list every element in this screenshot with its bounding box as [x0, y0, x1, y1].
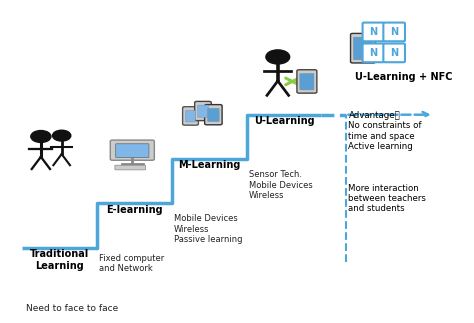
Text: M-Learning: M-Learning: [178, 160, 240, 170]
FancyBboxPatch shape: [110, 140, 155, 160]
FancyBboxPatch shape: [195, 101, 211, 120]
FancyBboxPatch shape: [116, 144, 149, 158]
FancyBboxPatch shape: [300, 73, 314, 90]
FancyBboxPatch shape: [363, 44, 384, 62]
FancyBboxPatch shape: [363, 23, 384, 41]
FancyBboxPatch shape: [185, 110, 195, 122]
Text: N: N: [390, 48, 398, 58]
Text: N: N: [369, 48, 377, 58]
Text: Mobile Devices
Wireless
Passive learning: Mobile Devices Wireless Passive learning: [174, 214, 242, 244]
Text: Need to face to face: Need to face to face: [27, 304, 118, 313]
FancyBboxPatch shape: [354, 37, 373, 60]
Text: E-learning: E-learning: [106, 204, 163, 214]
Text: Traditional
Learning: Traditional Learning: [30, 249, 89, 271]
FancyBboxPatch shape: [115, 165, 146, 170]
Text: More interaction
between teachers
and students: More interaction between teachers and st…: [348, 184, 426, 214]
Circle shape: [266, 50, 290, 64]
Text: Fixed computer
and Network: Fixed computer and Network: [99, 254, 164, 273]
FancyBboxPatch shape: [383, 23, 405, 41]
Text: Sensor Tech.
Mobile Devices
Wireless: Sensor Tech. Mobile Devices Wireless: [249, 170, 312, 200]
Text: N: N: [369, 27, 377, 37]
Circle shape: [53, 130, 71, 141]
FancyBboxPatch shape: [297, 70, 317, 93]
FancyBboxPatch shape: [351, 33, 375, 63]
Text: U-Learning + NFC: U-Learning + NFC: [355, 72, 452, 82]
FancyBboxPatch shape: [182, 107, 199, 125]
FancyBboxPatch shape: [198, 105, 209, 117]
Text: U-Learning: U-Learning: [254, 116, 314, 126]
Text: N: N: [390, 27, 398, 37]
FancyBboxPatch shape: [383, 44, 405, 62]
Text: Advantage：
No constraints of
time and space
Active learning: Advantage： No constraints of time and sp…: [348, 111, 422, 151]
FancyBboxPatch shape: [208, 108, 219, 121]
FancyBboxPatch shape: [205, 105, 222, 125]
Circle shape: [31, 130, 51, 142]
